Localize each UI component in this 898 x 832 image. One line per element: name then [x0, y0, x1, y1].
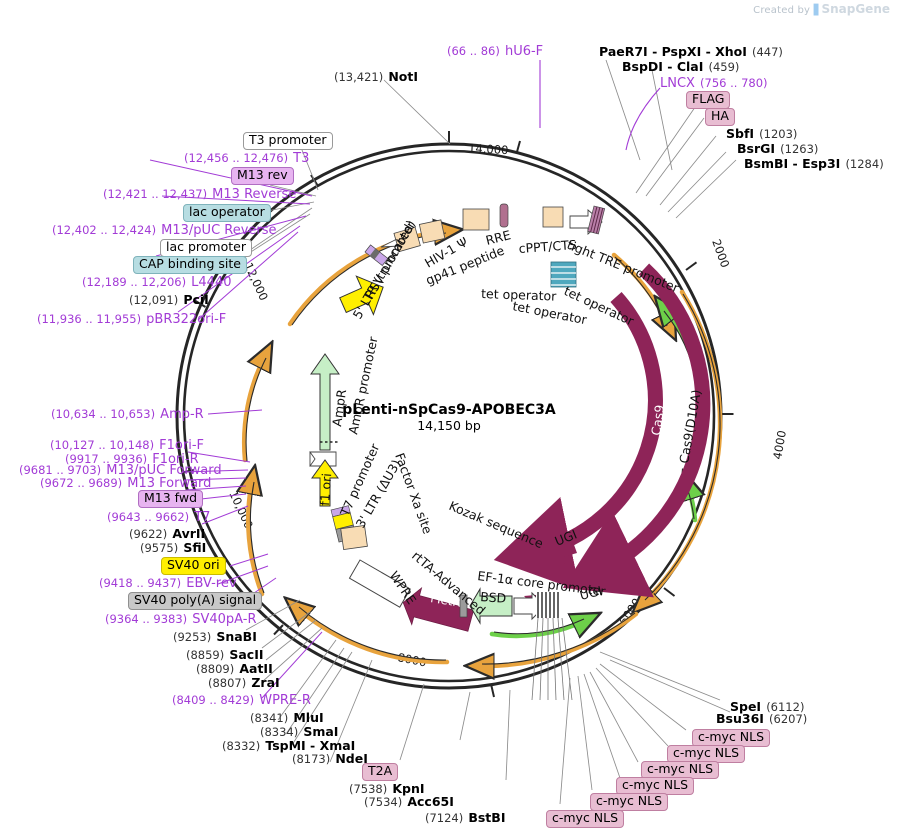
- label-BsrGI[interactable]: BsrGI (1263): [737, 141, 819, 156]
- svg-text:5' LTR (truncated): 5' LTR (truncated): [350, 217, 419, 321]
- svg-text:Cas9: Cas9: [648, 404, 667, 437]
- label-SfiI[interactable]: (9575) SfiI: [140, 540, 207, 555]
- label-SV40pA-R[interactable]: (9364 .. 9383) SV40pA-R: [105, 612, 257, 627]
- svg-text:tight TRE promoter: tight TRE promoter: [565, 237, 682, 296]
- leader-lines-right: [399, 651, 731, 805]
- svg-text:14,000: 14,000: [468, 141, 509, 157]
- snapgene-watermark: Created by ▋SnapGene: [753, 2, 890, 16]
- label-WPRE-R[interactable]: (8409 .. 8429) WPRE-R: [172, 693, 311, 708]
- label-T3[interactable]: (12,456 .. 12,476) T3: [184, 151, 310, 166]
- ruler-ticks: [181, 131, 734, 698]
- label-T2A[interactable]: T2A: [362, 762, 399, 781]
- cas9-arc-inner: [493, 292, 663, 591]
- label-FLAG[interactable]: FLAG: [686, 90, 731, 109]
- svg-text:tet operator: tet operator: [481, 286, 558, 304]
- label-BsmBI[interactable]: BsmBI - Esp3I (1284): [744, 156, 884, 171]
- label-lac-promoter[interactable]: lac promoter: [160, 238, 252, 257]
- label-BspDI[interactable]: BspDI - ClaI (459): [622, 59, 740, 74]
- label-AatII[interactable]: (8809) AatII: [196, 661, 273, 676]
- label-MluI[interactable]: (8341) MluI: [250, 710, 324, 725]
- label-SbfI[interactable]: SbfI (1203): [726, 126, 798, 141]
- label-c-myc-nls-1[interactable]: c-myc NLS: [692, 728, 771, 747]
- label-c-myc-nls-4[interactable]: c-myc NLS: [616, 776, 695, 795]
- ugi-arrow-1: [540, 539, 577, 564]
- label-c-myc-nls-3[interactable]: c-myc NLS: [641, 760, 720, 779]
- svg-text:BSD: BSD: [480, 589, 507, 606]
- label-L4440[interactable]: (12,189 .. 12,206) L4440: [82, 275, 232, 290]
- watermark-prefix: Created by: [753, 5, 811, 16]
- label-M13pUC-Reverse[interactable]: (12,402 .. 12,424) M13/pUC Reverse: [52, 223, 277, 238]
- svg-text:Kozak sequence: Kozak sequence: [447, 498, 546, 551]
- label-PaeR7I[interactable]: PaeR7I - PspXI - XhoI (447): [599, 44, 783, 59]
- label-notI[interactable]: (13,421) NotI: [334, 69, 418, 84]
- label-c-myc-nls-5[interactable]: c-myc NLS: [590, 792, 669, 811]
- svg-text:f1 ori: f1 ori: [317, 473, 334, 507]
- label-SacII[interactable]: (8859) SacII: [186, 647, 264, 662]
- label-SmaI[interactable]: (8334) SmaI: [260, 724, 339, 739]
- label-Bsu36I[interactable]: Bsu36I (6207): [716, 711, 808, 726]
- label-EBV-rev[interactable]: (9418 .. 9437) EBV-rev: [99, 576, 237, 591]
- label-LNCX[interactable]: LNCX (756 .. 780): [660, 76, 768, 91]
- label-PciI[interactable]: (12,091) PciI: [129, 292, 209, 307]
- label-pBR322ori-F[interactable]: (11,936 .. 11,955) pBR322ori-F: [37, 312, 227, 327]
- label-M13-Reverse[interactable]: (12,421 .. 12,437) M13 Reverse: [103, 187, 297, 202]
- label-TspMI[interactable]: (8332) TspMI - XmaI: [222, 738, 356, 753]
- label-NdeI[interactable]: (8173) NdeI: [292, 751, 368, 766]
- watermark-brand: SnapGene: [821, 2, 890, 16]
- label-Acc65I[interactable]: (7534) Acc65I: [364, 794, 454, 809]
- svg-text:RRE: RRE: [484, 227, 512, 248]
- label-M13-Forward[interactable]: (9672 .. 9689) M13 Forward: [40, 476, 212, 491]
- label-c-myc-nls-2[interactable]: c-myc NLS: [667, 744, 746, 763]
- label-lac-operator[interactable]: lac operator: [183, 203, 271, 222]
- label-SV40-polyA-signal[interactable]: SV40 poly(A) signal: [128, 591, 263, 610]
- label-ZraI[interactable]: (8807) ZraI: [208, 675, 280, 690]
- plasmid-size: 14,150 bp: [417, 418, 481, 433]
- label-T3-promoter[interactable]: T3 promoter: [243, 131, 333, 150]
- plasmid-title: pLenti-nSpCas9-APOBEC3A: [342, 402, 556, 418]
- leader-lines-top: [383, 59, 737, 219]
- label-BstBI[interactable]: (7124) BstBI: [425, 810, 506, 825]
- cas9-arc-outer: [562, 263, 711, 598]
- label-M13-fwd[interactable]: M13 fwd: [138, 489, 204, 508]
- svg-text:4000: 4000: [770, 429, 789, 460]
- label-M13pUC-Forward[interactable]: (9681 .. 9703) M13/pUC Forward: [19, 463, 222, 478]
- svg-text:Factor Xa site: Factor Xa site: [392, 451, 435, 536]
- svg-text:2000: 2000: [709, 237, 732, 269]
- label-SV40-ori[interactable]: SV40 ori: [161, 556, 226, 575]
- leader-lines-purple-top: [539, 60, 661, 151]
- label-SnaBI[interactable]: (9253) SnaBI: [173, 629, 257, 644]
- svg-text:cPPT/CTS: cPPT/CTS: [518, 237, 577, 256]
- svg-text:UGI: UGI: [578, 583, 603, 603]
- label-AvrII[interactable]: (9622) AvrII: [129, 526, 206, 541]
- inner-feature-shapes: [309, 203, 606, 701]
- svg-text:AmpR: AmpR: [329, 388, 349, 427]
- label-KpnI[interactable]: (7538) KpnI: [349, 781, 425, 796]
- label-hU6-F[interactable]: (66 .. 86) hU6-F: [447, 44, 544, 59]
- label-SpeI[interactable]: SpeI (6112): [730, 699, 805, 714]
- label-M13-rev[interactable]: M13 rev: [231, 166, 294, 185]
- label-Amp-R[interactable]: (10,634 .. 10,653) Amp-R: [51, 407, 204, 422]
- snapgene-logo-icon: ▋: [813, 5, 822, 16]
- label-F1ori-F[interactable]: (10,127 .. 10,148) F1ori-F: [50, 438, 204, 453]
- label-HA[interactable]: HA: [705, 107, 735, 126]
- label-T7[interactable]: (9643 .. 9662) T7: [107, 510, 211, 525]
- label-c-myc-nls-6[interactable]: c-myc NLS: [546, 809, 625, 828]
- leader-lines-left: [231, 144, 373, 763]
- label-CAP-binding-site[interactable]: CAP binding site: [133, 255, 247, 274]
- svg-text:rTetR: rTetR: [430, 591, 462, 610]
- label-F1ori-R[interactable]: (9917 .. 9936) F1ori-R: [65, 452, 199, 467]
